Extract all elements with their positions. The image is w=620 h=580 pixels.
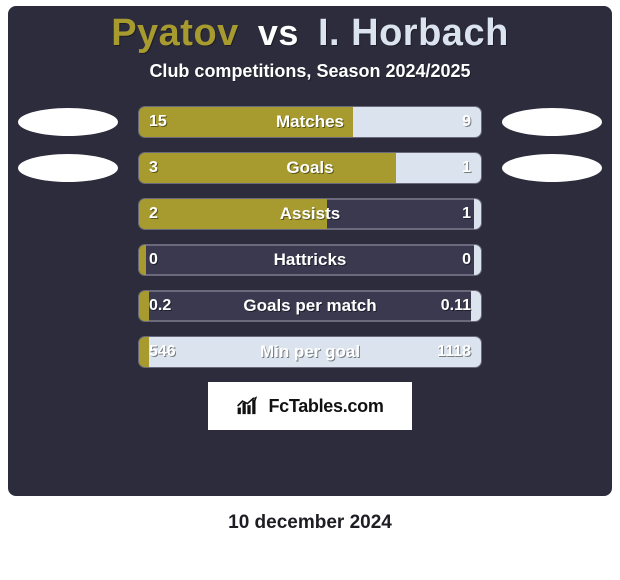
- stat-bar: 5461118Min per goal: [138, 336, 482, 368]
- stat-label: Goals: [139, 153, 481, 183]
- vs-label: vs: [258, 12, 299, 53]
- stat-bar: 0.20.11Goals per match: [138, 290, 482, 322]
- player1-badge: [16, 108, 120, 136]
- brand-text: FcTables.com: [268, 396, 383, 417]
- date-label: 10 december 2024: [8, 512, 612, 534]
- stat-bar: 159Matches: [138, 106, 482, 138]
- title: Pyatov vs I. Horbach: [8, 12, 612, 55]
- player2-badge: [500, 108, 604, 136]
- stat-bar: 21Assists: [138, 198, 482, 230]
- player2-ellipse-icon: [502, 154, 602, 182]
- player2-badge: [500, 154, 604, 182]
- subtitle: Club competitions, Season 2024/2025: [8, 61, 612, 82]
- comparison-card: Pyatov vs I. Horbach Club competitions, …: [0, 0, 620, 580]
- card-inner: Pyatov vs I. Horbach Club competitions, …: [8, 6, 612, 496]
- stat-row: 5461118Min per goal: [8, 336, 612, 368]
- stat-row: 159Matches: [8, 106, 612, 138]
- stat-label: Matches: [139, 107, 481, 137]
- player2-ellipse-icon: [502, 108, 602, 136]
- player1-ellipse-icon: [18, 154, 118, 182]
- stat-row: 0.20.11Goals per match: [8, 290, 612, 322]
- stat-row: 31Goals: [8, 152, 612, 184]
- player1-ellipse-icon: [18, 108, 118, 136]
- brand-badge: FcTables.com: [208, 382, 412, 430]
- stat-rows: 159Matches 31Goals 21Assists 00Hattricks 0.2…: [8, 106, 612, 368]
- stat-label: Min per goal: [139, 337, 481, 367]
- stat-label: Hattricks: [139, 245, 481, 275]
- stat-label: Goals per match: [139, 291, 481, 321]
- brand-chart-icon: [236, 395, 262, 417]
- stat-row: 00Hattricks: [8, 244, 612, 276]
- player1-badge: [16, 154, 120, 182]
- stat-row: 21Assists: [8, 198, 612, 230]
- stat-bar: 00Hattricks: [138, 244, 482, 276]
- stat-label: Assists: [139, 199, 481, 229]
- player1-name: Pyatov: [111, 12, 239, 54]
- stat-bar: 31Goals: [138, 152, 482, 184]
- player2-name: I. Horbach: [318, 12, 509, 54]
